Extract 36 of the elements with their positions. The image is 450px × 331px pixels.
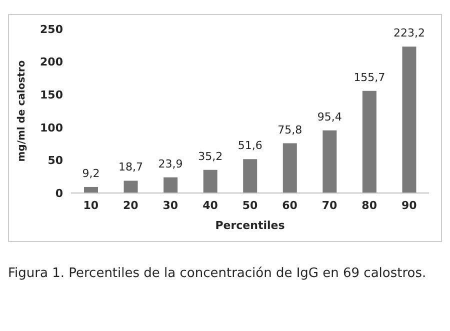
x-tick-label: 10: [83, 198, 99, 212]
y-tick-label: 200: [40, 56, 64, 69]
y-tick-label: 0: [55, 186, 64, 200]
text: Figura 1. Percentiles de la concentración de IgG en 69 calostros.: [8, 265, 428, 283]
data-label: 18,7: [118, 160, 144, 174]
x-tick-label: 80: [362, 198, 378, 212]
bar: [124, 180, 138, 193]
data-label: 95,4: [317, 110, 342, 124]
data-label: 35,2: [198, 150, 223, 163]
x-tick-label: 20: [123, 198, 139, 212]
y-tick-label: 100: [40, 121, 64, 134]
bar: [243, 159, 258, 193]
data-label: 9,2: [82, 166, 100, 180]
bar: [402, 46, 416, 193]
y-tick-label: 150: [40, 88, 64, 102]
x-tick-label: 30: [162, 198, 178, 212]
data-label: 155,7: [354, 70, 386, 84]
x-tick-label: 40: [202, 198, 218, 212]
x-axis-title: Percentiles: [215, 219, 286, 232]
y-tick-label: 250: [40, 22, 64, 36]
bar: [164, 177, 178, 193]
data-label: 223,2: [393, 26, 425, 40]
data-label: 23,9: [158, 157, 183, 170]
data-label: 75,8: [278, 123, 302, 136]
bar: [203, 170, 218, 193]
bar: [322, 130, 337, 193]
bar: [362, 90, 376, 193]
x-tick-label: 50: [242, 198, 258, 212]
y-tick-label: 50: [48, 154, 64, 168]
bar: [282, 143, 297, 193]
x-tick-label: 60: [282, 198, 298, 212]
y-axis-title: mg/ml de calostro: [16, 60, 28, 162]
bar: [84, 186, 98, 193]
data-label: 51,6: [238, 139, 262, 152]
x-tick-label: 90: [401, 198, 418, 212]
x-tick-label: 70: [322, 198, 338, 212]
